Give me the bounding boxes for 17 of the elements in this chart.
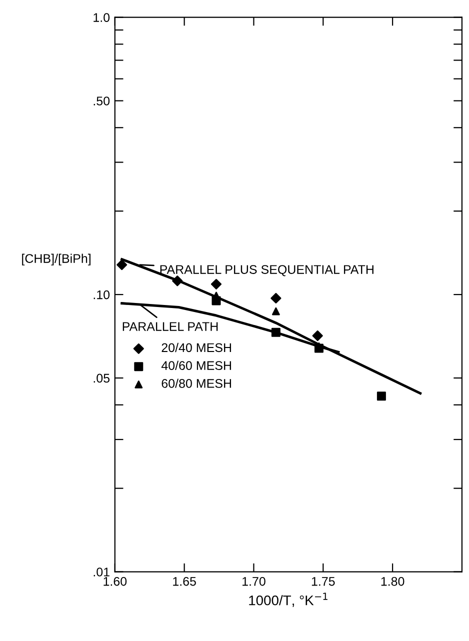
- annotation: PARALLEL PLUS SEQUENTIAL PATH: [160, 265, 374, 276]
- y-axis-title: [CHB]/[BiPh]: [22, 254, 90, 266]
- x-axis-title: 1000/T, °K$^{−1}$: [249, 592, 328, 607]
- y-tick-label: .05: [94, 374, 110, 383]
- y-tick-label: .50: [94, 96, 110, 106]
- y-tick-label: .01: [94, 568, 110, 576]
- x-tick-label: 1.75: [312, 577, 335, 586]
- x-tick-label: 1.70: [242, 576, 266, 586]
- legend-label: 60/80 MESH: [162, 378, 232, 388]
- annotation: PARALLEL PATH: [122, 322, 218, 331]
- x-tick-label: 1.65: [173, 576, 196, 586]
- legend-label: 20/40 MESH: [162, 342, 232, 352]
- x-tick-label: 1.80: [381, 576, 404, 586]
- y-tick-label: .10: [94, 290, 110, 300]
- y-tick-label: 1.0: [94, 13, 110, 22]
- legend-label: 40/60 MESH: [161, 360, 232, 370]
- x-tick-label: 1.60: [104, 576, 127, 586]
